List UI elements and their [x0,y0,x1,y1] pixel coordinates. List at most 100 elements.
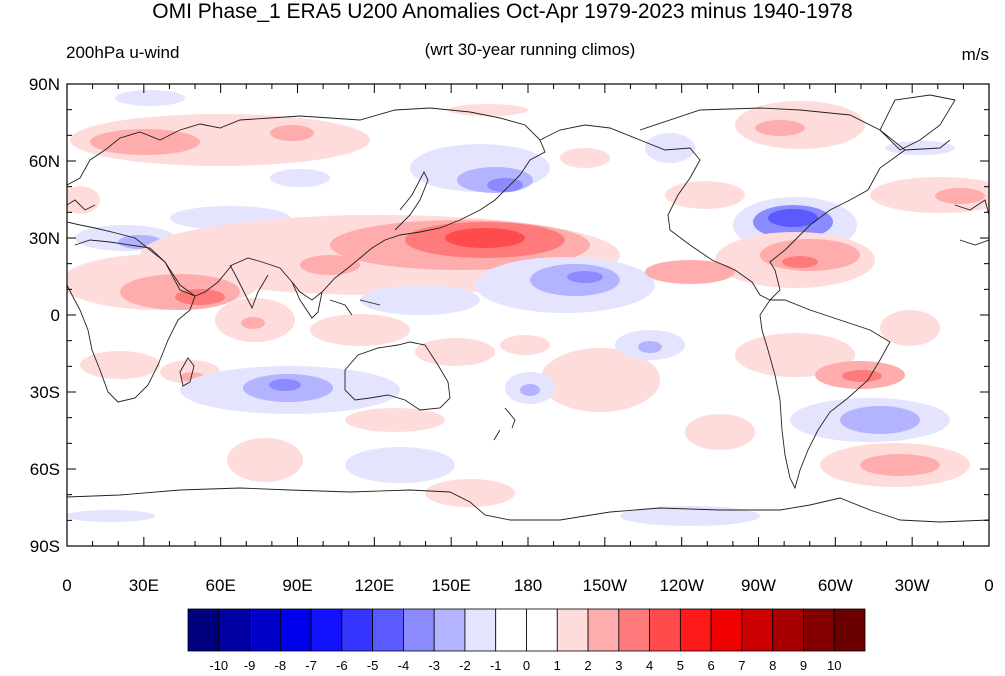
anom-blob [120,274,240,310]
anom-blob [345,447,455,483]
colorbar: -10 -9 -8 -7 -6 -5 -4 -3 -2 -1 0 1 2 3 4 5 6 7 8 9 10 [187,608,866,673]
colorbar-label: -9 [244,658,256,673]
anom-blob [270,169,330,187]
antarctica-coast [67,487,989,523]
anom-blob [270,125,314,141]
anom-blob [560,148,610,168]
india-coast [229,264,269,310]
anom-blob [520,384,540,396]
colorbar-label: -2 [459,658,471,673]
anom-blob [500,335,550,355]
nz-coast [493,407,516,441]
anom-blob [885,141,955,155]
anom-blob [115,90,185,106]
anom-blob [665,181,745,209]
anom-blob [620,506,760,526]
anom-blob [645,260,735,284]
europe-west-coast [67,199,989,246]
anom-blob [67,510,155,522]
anom-blob [860,454,940,476]
colorbar-label: -1 [490,658,502,673]
colorbar-label: 0 [523,658,530,673]
colorbar-label: 10 [827,658,841,673]
anom-blob [540,348,660,412]
colorbar-swatch [833,608,866,652]
lon-tick-label: 0 [62,576,71,595]
lat-tick-label: 90N [29,75,60,94]
colorbar-swatch [772,608,804,652]
lon-tick-label: 60E [206,576,236,595]
japan-coast [394,171,429,231]
colorbar-swatch [372,608,404,652]
colorbar-label: 3 [615,658,622,673]
colorbar-swatch [249,608,281,652]
eurasia-coast [67,107,546,301]
lon-tick-label: 0 [984,576,993,595]
anom-blob [842,370,882,382]
lat-tick-label: 60S [30,460,60,479]
colorbar-swatch [403,608,435,652]
anom-blob [445,228,525,248]
greenland-coast [879,94,956,151]
colorbar-label: -7 [305,658,317,673]
anom-blob [768,209,818,227]
anom-blob [735,333,855,377]
colorbar-label: 6 [708,658,715,673]
climatology-note: (wrt 30-year running climos) [424,40,636,59]
colorbar-label: -6 [336,658,348,673]
colorbar-swatch [679,608,712,652]
colorbar-swatch [526,608,558,652]
colorbar-label: 2 [584,658,591,673]
anom-blob [415,338,495,366]
anom-blob [448,104,528,116]
anom-blob [638,341,662,353]
colorbar-swatch [279,608,312,652]
lat-tick-label: 30S [30,383,60,402]
anom-blob [755,120,805,136]
anom-blob [880,310,940,346]
anom-blob [360,285,480,315]
lon-tick-label: 90E [282,576,312,595]
colorbar-swatch [218,608,250,652]
madagascar-coast [179,357,195,387]
anom-blob [345,408,445,432]
colorbar-label: -4 [398,658,410,673]
anomaly-field [67,90,989,526]
anom-blob [67,186,100,214]
colorbar-swatch [803,608,835,652]
colorbar-swatch [187,608,220,652]
map-title: OMI Phase_1 ERA5 U200 Anomalies Oct-Apr … [152,0,853,23]
anom-blob [935,188,985,204]
anom-blob [241,317,265,329]
colorbar-swatch [341,608,374,652]
colorbar-label: -10 [209,658,228,673]
lon-tick-label: 150W [583,576,627,595]
lon-tick-label: 150E [431,576,471,595]
lon-tick-label: 90W [741,576,776,595]
colorbar-swatch [587,608,620,652]
colorbar-swatch [464,608,497,652]
anom-blob [80,351,160,379]
anom-blob [782,256,818,268]
colorbar-label: 8 [769,658,776,673]
lat-tick-label: 0 [51,306,60,325]
lon-tick-label: 120E [354,576,394,595]
lat-tick-label: 60N [29,152,60,171]
colorbar-label: 4 [646,658,653,673]
lat-tick-label: 90S [30,537,60,556]
south-america-coast [759,299,891,490]
anom-blob [870,177,989,213]
anom-blob [269,379,301,391]
colorbar-swatch [618,608,650,652]
anom-blob [567,271,603,283]
anom-blob [310,314,410,346]
lon-tick-label: 180 [514,576,542,595]
australia-coast [344,341,451,411]
colorbar-label: -3 [428,658,440,673]
africa-coast [67,239,196,403]
colorbar-label: -5 [367,658,379,673]
anom-blob [840,406,920,434]
lon-tick-label: 30E [129,576,159,595]
axis-tick-labels: 90N 60N 30N 0 30S 60S 90S 0 30E 60E 90E 120E 150E 180… [29,75,994,595]
colorbar-swatch [310,608,343,652]
